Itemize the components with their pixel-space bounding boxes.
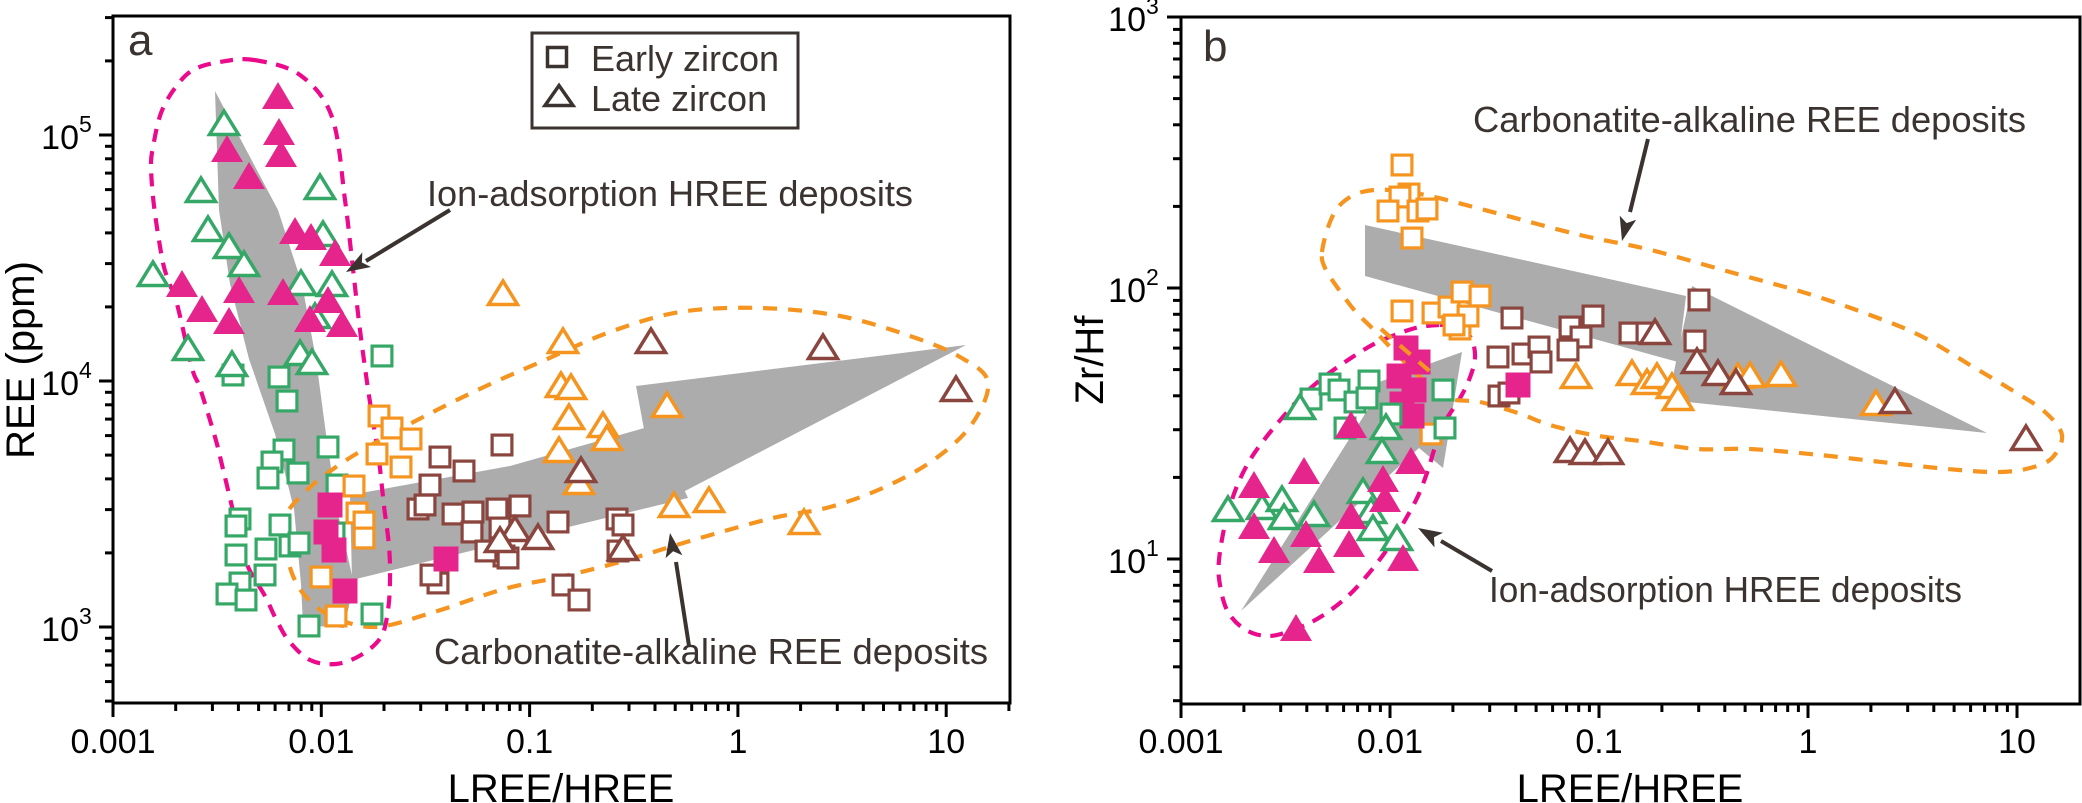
svg-text:Carbonatite-alkaline REE depos: Carbonatite-alkaline REE deposits [1473,99,2026,140]
svg-text:0.1: 0.1 [506,723,553,761]
svg-text:LREE/HREE: LREE/HREE [448,767,675,803]
svg-text:0.001: 0.001 [70,723,155,761]
svg-text:LREE/HREE: LREE/HREE [1517,767,1744,803]
svg-text:10: 10 [1108,543,1146,581]
svg-text:10: 10 [1108,272,1146,310]
svg-text:4: 4 [79,357,92,383]
svg-text:Ion-adsorption HREE deposits: Ion-adsorption HREE deposits [1489,569,1962,610]
svg-text:10: 10 [41,365,79,403]
svg-text:REE (ppm): REE (ppm) [0,261,43,459]
svg-text:3: 3 [79,603,92,629]
svg-text:Zr/Hf: Zr/Hf [1068,315,1112,405]
svg-text:10: 10 [41,119,79,157]
svg-text:1: 1 [728,723,747,761]
svg-text:10: 10 [1108,1,1146,39]
svg-text:0.001: 0.001 [1138,723,1223,761]
svg-text:Ion-adsorption HREE deposits: Ion-adsorption HREE deposits [427,173,913,214]
svg-text:1: 1 [1146,535,1159,561]
svg-text:10: 10 [927,723,965,761]
svg-text:Early zircon: Early zircon [591,38,779,79]
svg-text:Carbonatite-alkaline REE depos: Carbonatite-alkaline REE deposits [434,631,988,672]
svg-text:10: 10 [1998,723,2036,761]
svg-text:10: 10 [41,611,79,649]
svg-text:5: 5 [79,111,92,137]
svg-text:2: 2 [1146,264,1159,290]
svg-text:0.01: 0.01 [288,723,354,761]
svg-text:1: 1 [1799,723,1818,761]
svg-text:Late zircon: Late zircon [591,78,767,119]
svg-text:0.01: 0.01 [1357,723,1423,761]
svg-text:3: 3 [1146,0,1159,19]
svg-text:b: b [1203,22,1227,71]
svg-text:0.1: 0.1 [1575,723,1622,761]
svg-text:a: a [128,16,153,65]
